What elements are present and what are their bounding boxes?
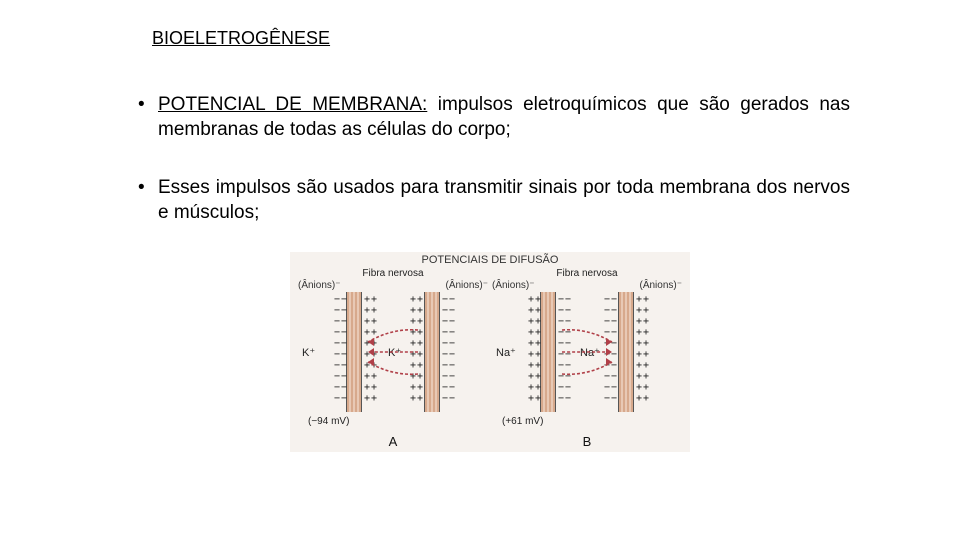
charges-column: ++ ++ ++ ++ ++ ++ ++ ++ ++ ++ (528, 294, 542, 404)
ion-label-out: Na⁺ (496, 346, 516, 359)
membrane-left (346, 292, 362, 412)
anions-label: (Ânions)⁻ (492, 280, 535, 291)
diagram-title: POTENCIAIS DE DIFUSÃO (290, 254, 690, 266)
diffusion-arrows (362, 326, 424, 378)
membrane-left (540, 292, 556, 412)
diffusion-arrows (556, 326, 618, 378)
anions-label: (Ânions)⁻ (639, 280, 682, 291)
membrane-right (424, 292, 440, 412)
voltage-label: (+61 mV) (502, 416, 543, 427)
page-title: BIOELETROGÊNESE (152, 28, 850, 49)
membrane-right (618, 292, 634, 412)
panel-title: Fibra nervosa (492, 268, 682, 279)
panel-letter: A (298, 434, 488, 449)
bullet-item: POTENCIAL DE MEMBRANA: impulsos eletroqu… (130, 93, 850, 142)
charges-column: ++ ++ ++ ++ ++ ++ ++ ++ ++ ++ (636, 294, 650, 404)
diffusion-diagram: POTENCIAIS DE DIFUSÃO Fibra nervosa (Âni… (290, 252, 690, 452)
bullet-lead: POTENCIAL DE MEMBRANA: (158, 94, 427, 115)
bullet-list: POTENCIAL DE MEMBRANA: impulsos eletroqu… (130, 93, 850, 226)
voltage-label: (−94 mV) (308, 416, 349, 427)
bullet-rest: Esses impulsos são usados para transmiti… (158, 177, 850, 223)
charges-column: −− −− −− −− −− −− −− −− −− −− (334, 294, 348, 404)
diagram-container: POTENCIAIS DE DIFUSÃO Fibra nervosa (Âni… (130, 252, 850, 452)
ion-label-out: K⁺ (302, 346, 315, 359)
panel-title: Fibra nervosa (298, 268, 488, 279)
charges-column: −− −− −− −− −− −− −− −− −− −− (442, 294, 456, 404)
bullet-item: Esses impulsos são usados para transmiti… (130, 176, 850, 225)
diagram-panel-b: Fibra nervosa (Ânions)⁻ (Ânions)⁻ ++ ++ … (492, 268, 682, 433)
panel-letter: B (492, 434, 682, 449)
anions-label: (Ânions)⁻ (445, 280, 488, 291)
diagram-panel-a: Fibra nervosa (Ânions)⁻ (Ânions)⁻ −− −− … (298, 268, 488, 433)
anions-label: (Ânions)⁻ (298, 280, 341, 291)
